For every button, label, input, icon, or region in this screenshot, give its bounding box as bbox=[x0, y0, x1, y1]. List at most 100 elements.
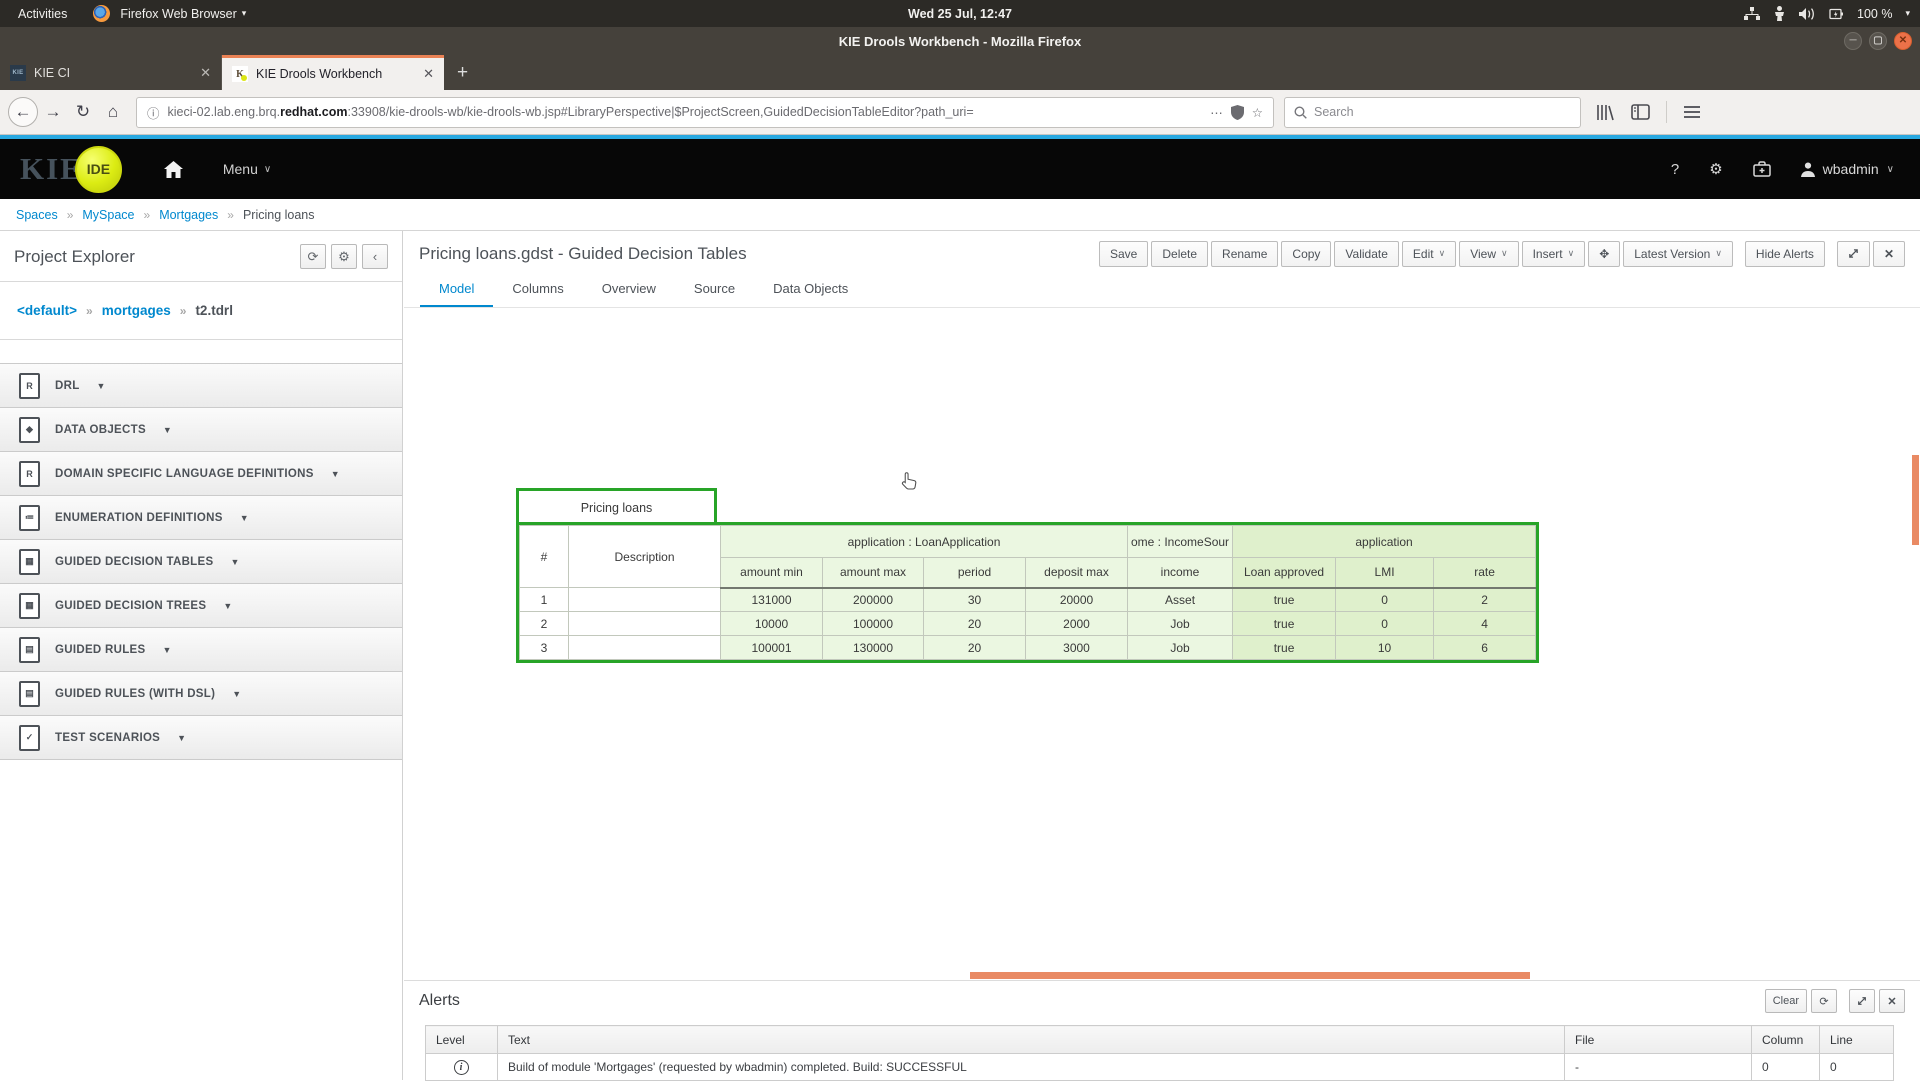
search-box[interactable]: Search bbox=[1284, 96, 1581, 128]
breadcrumb-item-spaces[interactable]: Spaces bbox=[16, 207, 58, 222]
accordion-item-guided-rules-with-dsl[interactable]: ▤ GUIDED RULES (WITH DSL) ▼ bbox=[0, 671, 402, 716]
value-cell-deposit-max[interactable]: 3000 bbox=[1025, 635, 1128, 660]
value-cell-loan-approved[interactable]: true bbox=[1232, 611, 1337, 636]
value-cell-rate[interactable]: 4 bbox=[1433, 611, 1537, 636]
value-cell-amount-min[interactable]: 100001 bbox=[720, 635, 823, 660]
accordion-item-data-objects[interactable]: ◆ DATA OBJECTS ▼ bbox=[0, 407, 402, 452]
tab-kie-ci[interactable]: KIE KIE CI ✕ bbox=[0, 55, 222, 90]
move-button[interactable]: ✥ bbox=[1588, 240, 1621, 267]
bookmark-star-icon[interactable]: ☆ bbox=[1251, 105, 1263, 120]
breadcrumb-item-mortgages[interactable]: Mortgages bbox=[159, 207, 219, 222]
app-menu-button[interactable]: Firefox Web Browser ▾ bbox=[120, 7, 246, 21]
latest-version-button[interactable]: Latest Version ∨ bbox=[1623, 240, 1733, 267]
tab-model[interactable]: Model bbox=[420, 281, 494, 307]
forward-button[interactable]: → bbox=[44, 102, 62, 121]
view-button[interactable]: View ∨ bbox=[1459, 240, 1519, 267]
clock[interactable]: Wed 25 Jul, 12:47 bbox=[908, 6, 1012, 21]
value-cell-loan-approved[interactable]: true bbox=[1232, 587, 1337, 612]
tab-source[interactable]: Source bbox=[693, 281, 736, 296]
value-cell-income[interactable]: Asset bbox=[1126, 587, 1234, 612]
description-cell[interactable] bbox=[568, 587, 721, 612]
activities-button[interactable]: Activities bbox=[18, 6, 68, 21]
value-cell-income[interactable]: Job bbox=[1126, 635, 1234, 660]
alert-row[interactable]: i Build of module 'Mortgages' (requested … bbox=[425, 1053, 1894, 1081]
column-header-rate[interactable]: rate bbox=[1433, 557, 1537, 589]
insert-button[interactable]: Insert ∨ bbox=[1521, 240, 1586, 267]
hide-alerts-button[interactable]: Hide Alerts bbox=[1744, 240, 1825, 267]
value-cell-lmi[interactable]: 0 bbox=[1335, 587, 1435, 612]
column-header-deposit-max[interactable]: deposit max bbox=[1025, 557, 1128, 589]
tab-data-objects[interactable]: Data Objects bbox=[773, 281, 849, 296]
value-cell-rate[interactable]: 6 bbox=[1433, 635, 1537, 660]
close-alerts-button[interactable]: ✕ bbox=[1879, 989, 1905, 1013]
expand-editor-button[interactable] bbox=[1836, 240, 1870, 267]
settings-gear-icon[interactable]: ⚙ bbox=[1709, 161, 1723, 178]
accordion-item-guided-rules[interactable]: ▤ GUIDED RULES ▼ bbox=[0, 627, 402, 672]
column-header-lmi[interactable]: LMI bbox=[1335, 557, 1435, 589]
clear-alerts-button[interactable]: Clear bbox=[1764, 989, 1807, 1013]
delete-button[interactable]: Delete bbox=[1151, 240, 1209, 267]
expand-alerts-button[interactable] bbox=[1849, 989, 1875, 1013]
value-cell-amount-max[interactable]: 100000 bbox=[822, 611, 924, 636]
value-cell-loan-approved[interactable]: true bbox=[1232, 635, 1337, 660]
accordion-item-domain-specific-language-definitions[interactable]: R DOMAIN SPECIFIC LANGUAGE DEFINITIONS ▼ bbox=[0, 451, 402, 496]
group-header-application-loanapplication[interactable]: application : LoanApplication bbox=[720, 525, 1128, 558]
decision-table-canvas[interactable]: Pricing loans # Description application : … bbox=[404, 308, 1920, 981]
collapse-panel-button[interactable]: ‹ bbox=[362, 244, 388, 269]
accordion-item-guided-decision-tables[interactable]: ▦ GUIDED DECISION TABLES ▼ bbox=[0, 539, 402, 584]
horizontal-scrollbar[interactable] bbox=[970, 972, 1530, 979]
validate-button[interactable]: Validate bbox=[1334, 240, 1399, 267]
refresh-alerts-button[interactable]: ⟳ bbox=[1811, 989, 1837, 1013]
value-cell-period[interactable]: 20 bbox=[923, 611, 1026, 636]
tab-columns[interactable]: Columns bbox=[512, 281, 564, 296]
value-cell-amount-min[interactable]: 10000 bbox=[720, 611, 823, 636]
breadcrumb-item-myspace[interactable]: MySpace bbox=[82, 207, 135, 222]
system-menu-caret-icon[interactable]: ▾ bbox=[1905, 8, 1910, 18]
accordion-item-enumeration-definitions[interactable]: ≔ ENUMERATION DEFINITIONS ▼ bbox=[0, 495, 402, 540]
accordion-item-guided-decision-trees[interactable]: ▦ GUIDED DECISION TREES ▼ bbox=[0, 583, 402, 628]
value-cell-amount-max[interactable]: 130000 bbox=[822, 635, 924, 660]
menu-dropdown[interactable]: Menu ∨ bbox=[223, 161, 271, 177]
reload-button[interactable]: ↻ bbox=[75, 102, 91, 121]
minimize-button[interactable]: ─ bbox=[1844, 32, 1862, 50]
page-actions-icon[interactable]: ⋯ bbox=[1210, 105, 1223, 120]
value-cell-period[interactable]: 20 bbox=[923, 635, 1026, 660]
vertical-scrollbar[interactable] bbox=[1912, 455, 1919, 545]
package-path-mortgages[interactable]: mortgages bbox=[101, 303, 171, 318]
copy-button[interactable]: Copy bbox=[1281, 240, 1332, 267]
group-header-application[interactable]: application bbox=[1232, 525, 1537, 558]
row-number-cell[interactable]: 3 bbox=[519, 635, 569, 660]
column-header-amount-max[interactable]: amount max bbox=[822, 557, 924, 589]
description-cell[interactable] bbox=[568, 611, 721, 636]
rename-button[interactable]: Rename bbox=[1211, 240, 1279, 267]
decision-table[interactable]: # Description application : LoanApplicatio… bbox=[516, 522, 1540, 663]
maximize-button[interactable]: ▢ bbox=[1869, 32, 1887, 50]
value-cell-amount-max[interactable]: 200000 bbox=[822, 587, 924, 612]
site-info-icon[interactable]: ⓘ bbox=[147, 106, 160, 121]
close-editor-button[interactable]: ✕ bbox=[1872, 240, 1905, 267]
accordion-item-test-scenarios[interactable]: ✓ TEST SCENARIOS ▼ bbox=[0, 715, 402, 760]
user-menu[interactable]: wbadmin ∨ bbox=[1800, 161, 1894, 177]
column-header-amount-min[interactable]: amount min bbox=[720, 557, 823, 589]
window-titlebar[interactable]: KIE Drools Workbench - Mozilla Firefox ─… bbox=[0, 27, 1920, 55]
library-icon[interactable] bbox=[1595, 104, 1615, 121]
value-cell-lmi[interactable]: 10 bbox=[1335, 635, 1435, 660]
package-path-default[interactable]: <default> bbox=[17, 303, 78, 318]
row-number-cell[interactable]: 2 bbox=[519, 611, 569, 636]
close-button[interactable]: ✕ bbox=[1894, 32, 1912, 50]
edit-button[interactable]: Edit ∨ bbox=[1401, 240, 1457, 267]
tab-kie-drools-workbench[interactable]: K KIE Drools Workbench ✕ bbox=[222, 55, 444, 90]
tab-close-icon[interactable]: ✕ bbox=[423, 66, 434, 81]
row-number-cell[interactable]: 1 bbox=[519, 587, 569, 612]
value-cell-deposit-max[interactable]: 20000 bbox=[1025, 587, 1128, 612]
new-tab-button[interactable]: + bbox=[457, 61, 469, 83]
tab-close-icon[interactable]: ✕ bbox=[200, 64, 211, 80]
hamburger-menu-icon[interactable] bbox=[1683, 105, 1701, 119]
decision-table-caption[interactable]: Pricing loans bbox=[516, 488, 717, 525]
back-button[interactable]: ← bbox=[8, 97, 38, 127]
column-header-description[interactable]: Description bbox=[568, 525, 721, 588]
value-cell-rate[interactable]: 2 bbox=[1433, 587, 1537, 612]
value-cell-lmi[interactable]: 0 bbox=[1335, 611, 1435, 636]
save-button[interactable]: Save bbox=[1099, 240, 1149, 267]
tab-overview[interactable]: Overview bbox=[601, 281, 656, 296]
